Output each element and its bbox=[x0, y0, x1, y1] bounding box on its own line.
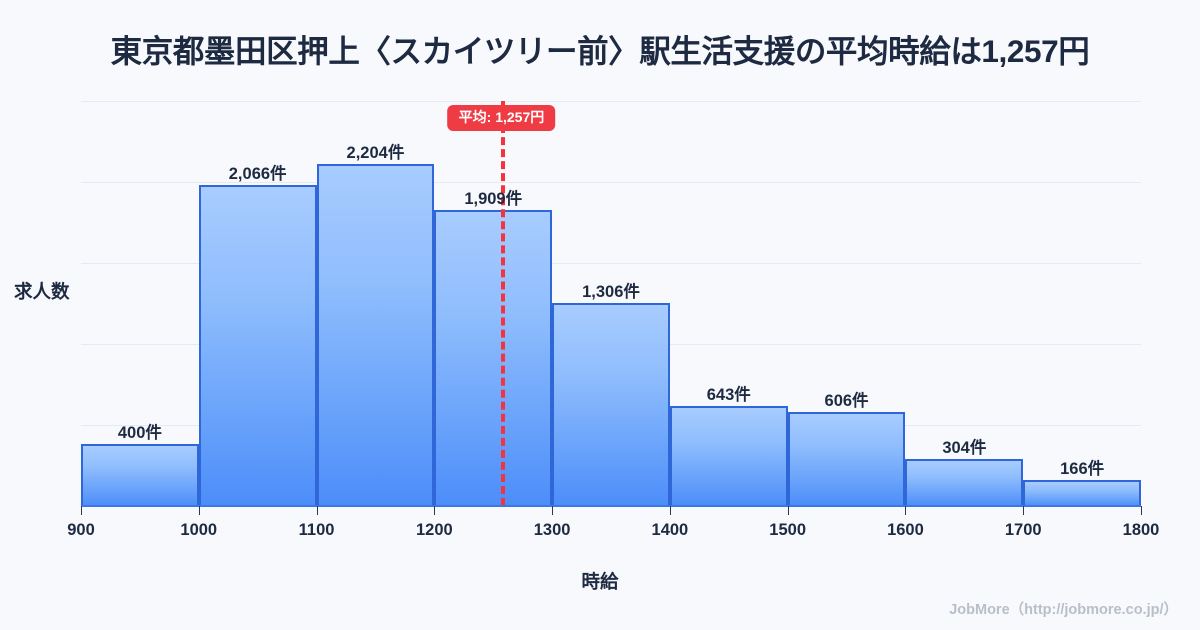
x-axis-tick-mark bbox=[198, 506, 200, 515]
bar-value-label: 2,204件 bbox=[346, 143, 405, 162]
x-axis-tick-mark bbox=[1023, 506, 1025, 515]
bar[interactable] bbox=[787, 411, 906, 506]
plot-area bbox=[81, 101, 1141, 507]
x-axis-tick-mark bbox=[905, 506, 907, 515]
bar-value-label: 400件 bbox=[117, 423, 162, 442]
x-axis-baseline bbox=[81, 505, 1141, 507]
bar-value-label: 1,306件 bbox=[582, 283, 640, 302]
x-axis-tick-label: 1600 bbox=[887, 521, 924, 539]
bar-value-label: 1,909件 bbox=[464, 189, 523, 208]
gridline bbox=[81, 263, 1141, 264]
x-axis-tick-mark bbox=[787, 506, 789, 515]
bar[interactable] bbox=[198, 185, 317, 506]
x-axis-title: 時給 bbox=[581, 571, 619, 592]
x-axis-tick-mark bbox=[669, 506, 671, 515]
gridline bbox=[81, 101, 1141, 102]
x-axis-tick-label: 1800 bbox=[1122, 521, 1160, 539]
x-axis-tick-label: 1700 bbox=[1004, 521, 1042, 539]
bar-value-label: 304件 bbox=[942, 438, 987, 457]
x-axis-tick-mark bbox=[81, 506, 82, 515]
x-axis-tick-mark bbox=[316, 506, 318, 515]
x-axis-tick-mark bbox=[1141, 506, 1142, 515]
x-axis-tick-label: 1200 bbox=[415, 521, 453, 539]
bar-value-label: 643件 bbox=[706, 386, 751, 405]
x-axis-tick-label: 900 bbox=[67, 521, 95, 539]
average-badge: 平均: 1,257円 bbox=[447, 105, 556, 132]
bar-value-label: 606件 bbox=[824, 391, 869, 410]
x-axis-tick-mark bbox=[552, 506, 554, 515]
y-axis-title: 求人数 bbox=[14, 281, 70, 302]
average-line bbox=[501, 101, 506, 506]
x-axis-tick-label: 1000 bbox=[180, 521, 218, 539]
bar[interactable] bbox=[1023, 480, 1141, 506]
gridline bbox=[81, 182, 1141, 183]
x-axis-tick-label: 1100 bbox=[298, 521, 335, 539]
bar[interactable] bbox=[669, 406, 788, 506]
page-title: 東京都墨田区押上〈スカイツリー前〉駅生活支援の平均時給は1,257円 bbox=[110, 33, 1090, 69]
x-axis-tick-label: 1300 bbox=[533, 521, 571, 539]
x-axis-tick-label: 1500 bbox=[769, 521, 807, 539]
bar-value-label: 2,066件 bbox=[228, 165, 287, 184]
bar[interactable] bbox=[81, 443, 199, 506]
x-axis-tick-mark bbox=[434, 506, 436, 515]
bar[interactable] bbox=[905, 458, 1024, 506]
footer-watermark: JobMore（http://jobmore.co.jp/） bbox=[949, 602, 1178, 618]
x-axis-tick-label: 1400 bbox=[651, 521, 689, 539]
bar[interactable] bbox=[552, 303, 670, 506]
bar[interactable] bbox=[434, 209, 553, 506]
bar-value-label: 166件 bbox=[1060, 460, 1105, 479]
bar[interactable] bbox=[316, 163, 435, 506]
